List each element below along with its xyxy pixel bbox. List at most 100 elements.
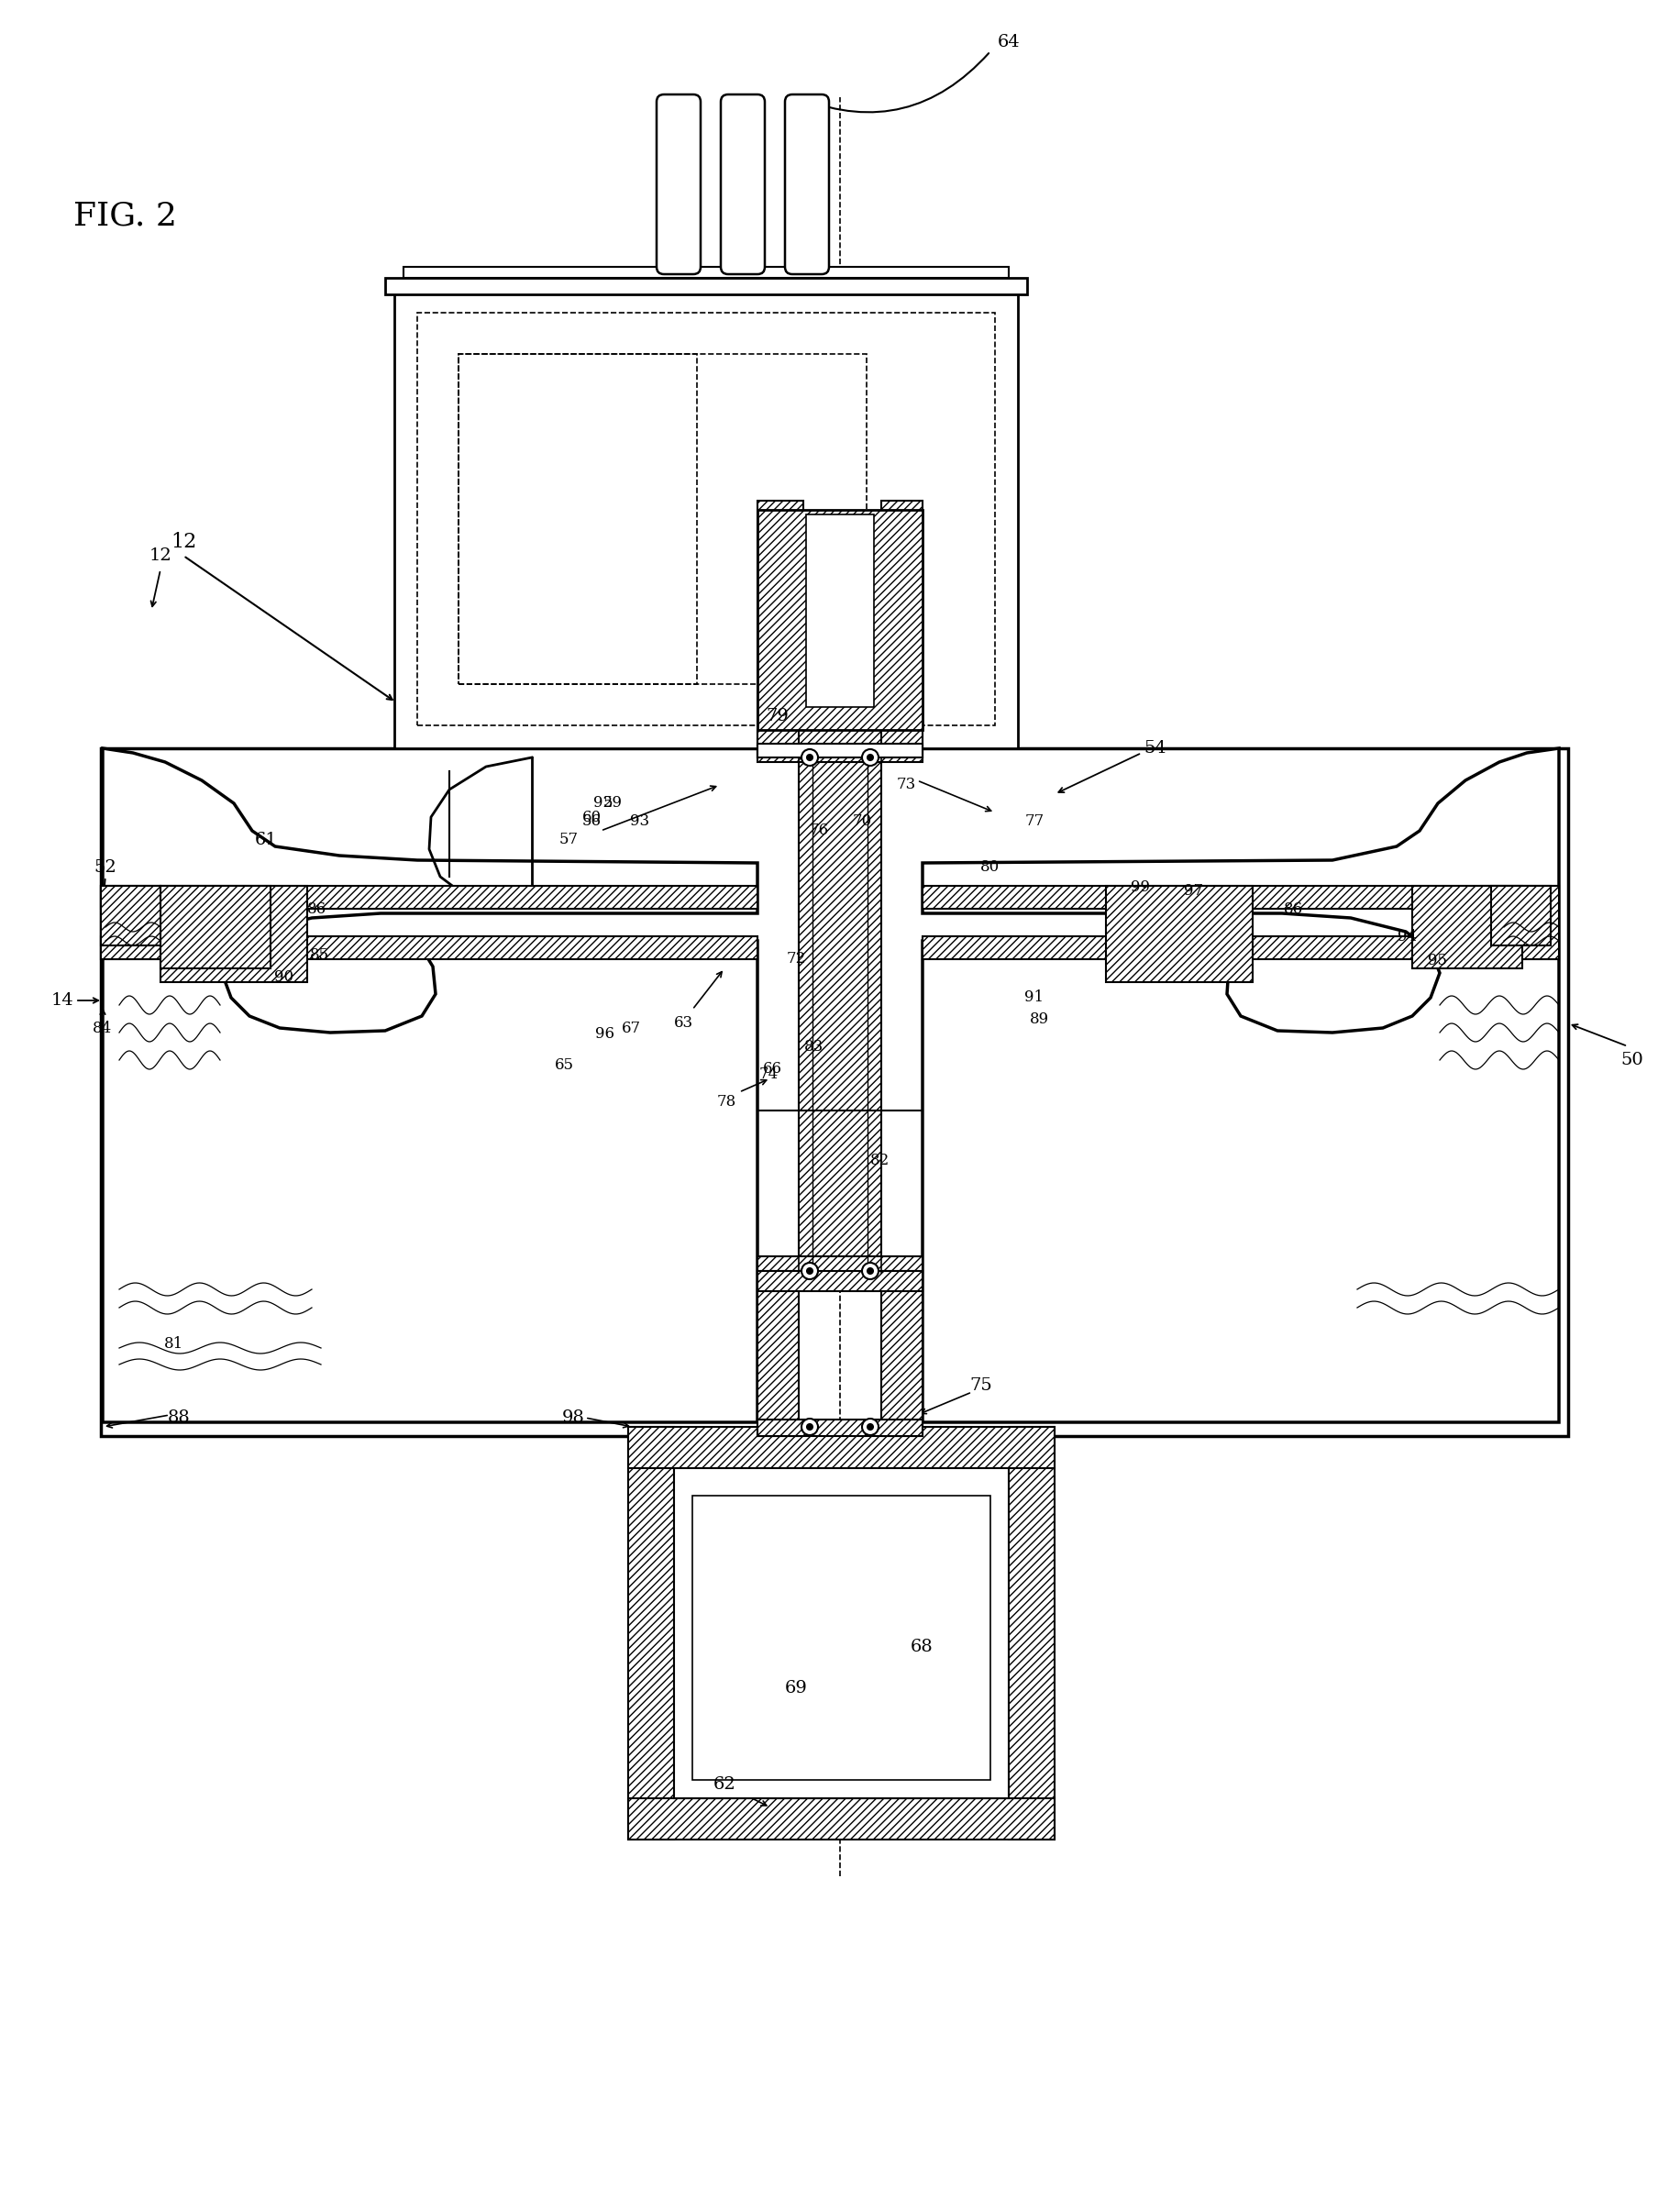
- Text: 64: 64: [998, 35, 1020, 50]
- Bar: [758, 1420, 922, 1435]
- Bar: [1105, 886, 1253, 982]
- Bar: [161, 886, 307, 982]
- Circle shape: [806, 755, 813, 759]
- Bar: [1413, 886, 1522, 969]
- Text: 78: 78: [717, 1094, 736, 1109]
- Text: 81: 81: [165, 1337, 185, 1352]
- Bar: [628, 1799, 1055, 1840]
- Bar: [692, 1497, 991, 1779]
- Bar: [798, 643, 882, 1271]
- Text: 60: 60: [581, 810, 601, 825]
- Circle shape: [867, 755, 874, 759]
- Circle shape: [806, 1424, 813, 1429]
- Text: 54: 54: [1144, 740, 1168, 757]
- Text: 86: 86: [307, 901, 326, 917]
- Text: 65: 65: [554, 1057, 573, 1072]
- Bar: [674, 1468, 1008, 1799]
- Text: 99: 99: [1131, 880, 1149, 895]
- Bar: [459, 354, 867, 685]
- Text: 96: 96: [596, 1026, 615, 1041]
- Text: 91: 91: [1025, 989, 1043, 1006]
- Text: 72: 72: [786, 952, 806, 967]
- Text: 86: 86: [1284, 901, 1302, 917]
- Bar: [101, 748, 1567, 1435]
- Text: 12: 12: [170, 532, 197, 551]
- Bar: [459, 354, 697, 685]
- Bar: [758, 1256, 922, 1273]
- Text: 80: 80: [981, 860, 1000, 875]
- Text: 61: 61: [255, 831, 277, 849]
- Polygon shape: [922, 748, 1559, 1422]
- Circle shape: [801, 1262, 818, 1280]
- Bar: [758, 744, 922, 757]
- Text: 83: 83: [805, 1039, 825, 1055]
- Circle shape: [867, 1424, 874, 1429]
- Text: 88: 88: [168, 1409, 190, 1427]
- Circle shape: [862, 748, 879, 766]
- Text: 12: 12: [150, 547, 171, 565]
- Circle shape: [801, 748, 818, 766]
- Bar: [628, 1427, 674, 1840]
- FancyBboxPatch shape: [657, 94, 701, 274]
- Text: 95: 95: [1428, 954, 1448, 969]
- Text: 90: 90: [274, 969, 294, 985]
- Bar: [403, 267, 1008, 278]
- Text: 56: 56: [581, 814, 601, 829]
- Text: 74: 74: [759, 1066, 778, 1081]
- Bar: [628, 1427, 1055, 1468]
- Text: 50: 50: [1621, 1052, 1643, 1068]
- Circle shape: [862, 1262, 879, 1280]
- Bar: [1008, 1427, 1055, 1840]
- Bar: [161, 886, 270, 969]
- Text: 97: 97: [1184, 882, 1203, 899]
- Circle shape: [867, 1269, 874, 1273]
- Bar: [101, 886, 758, 908]
- Text: 94: 94: [1398, 928, 1418, 943]
- Text: 70: 70: [852, 814, 872, 829]
- Text: FIG. 2: FIG. 2: [74, 201, 176, 232]
- Bar: [758, 501, 803, 757]
- FancyBboxPatch shape: [785, 94, 828, 274]
- Bar: [101, 936, 758, 958]
- Text: 84: 84: [92, 1020, 113, 1035]
- Text: 89: 89: [1030, 1011, 1048, 1026]
- Bar: [806, 514, 874, 707]
- Bar: [1482, 886, 1559, 958]
- Text: 59: 59: [603, 796, 622, 812]
- Polygon shape: [102, 748, 758, 1422]
- Text: 63: 63: [674, 1015, 692, 1031]
- Text: 52: 52: [94, 860, 118, 875]
- Text: 14: 14: [50, 991, 74, 1009]
- Circle shape: [862, 1418, 879, 1435]
- Text: 62: 62: [712, 1777, 736, 1792]
- Text: 57: 57: [559, 831, 578, 847]
- Text: 76: 76: [810, 823, 828, 838]
- Bar: [758, 746, 922, 761]
- Bar: [758, 731, 922, 757]
- Bar: [417, 313, 995, 726]
- Bar: [395, 289, 1018, 748]
- Text: 75: 75: [969, 1378, 993, 1394]
- Circle shape: [806, 1269, 813, 1273]
- Text: 69: 69: [785, 1680, 808, 1696]
- Bar: [882, 501, 922, 757]
- Text: 68: 68: [911, 1639, 932, 1654]
- Bar: [101, 886, 161, 945]
- Text: 85: 85: [309, 947, 329, 963]
- Text: 79: 79: [766, 709, 790, 724]
- Text: 66: 66: [763, 1061, 781, 1076]
- Bar: [922, 936, 1559, 958]
- Bar: [758, 1271, 922, 1291]
- Bar: [882, 1271, 922, 1435]
- Bar: [1492, 886, 1551, 945]
- Text: 93: 93: [630, 814, 650, 829]
- Text: 67: 67: [622, 1020, 640, 1035]
- Text: 92: 92: [593, 796, 613, 812]
- Text: 77: 77: [1025, 814, 1045, 829]
- Bar: [758, 510, 922, 731]
- Bar: [758, 1271, 798, 1435]
- Bar: [101, 886, 161, 958]
- Text: 82: 82: [870, 1153, 890, 1168]
- Circle shape: [801, 1418, 818, 1435]
- FancyBboxPatch shape: [721, 94, 764, 274]
